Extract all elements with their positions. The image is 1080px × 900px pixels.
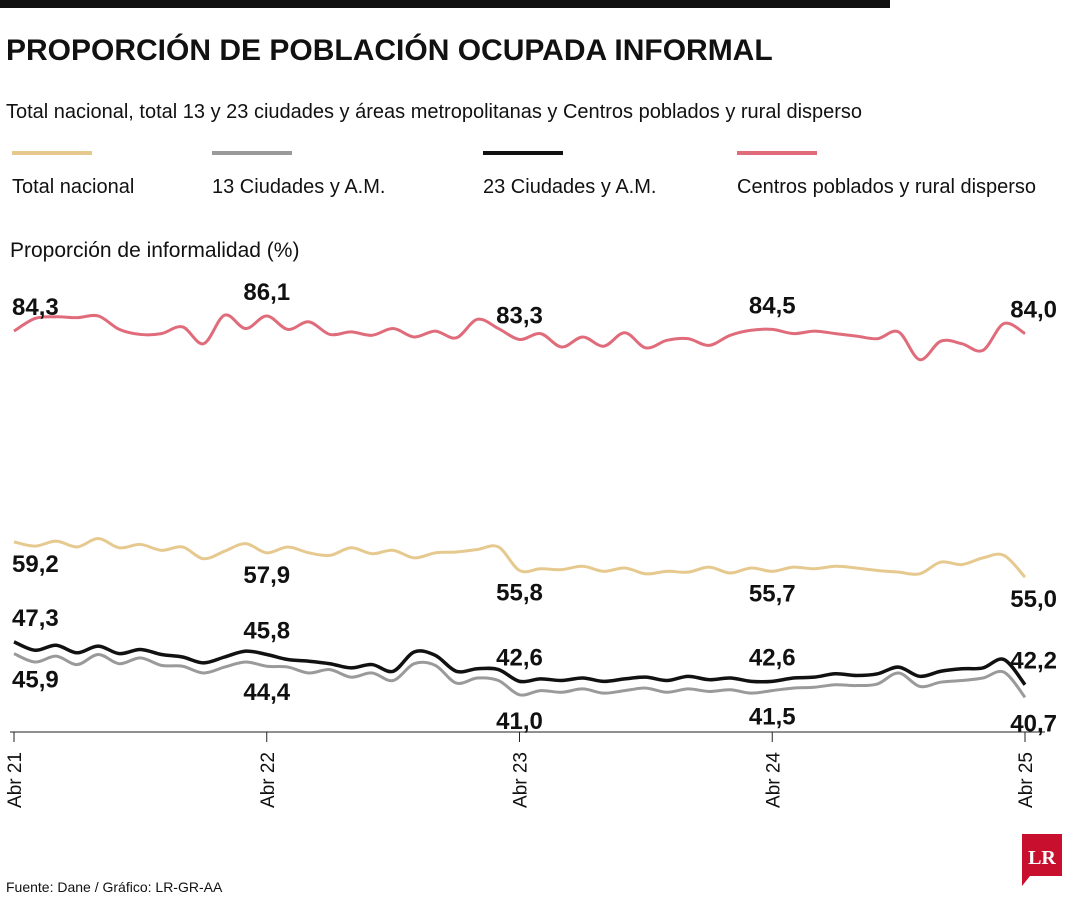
logo-text: LR <box>1028 847 1056 869</box>
y-axis-label: Proporción de informalidad (%) <box>10 239 299 262</box>
series-line <box>13 652 1027 699</box>
data-label: 84,5 <box>749 292 796 319</box>
chart-title: PROPORCIÓN DE POBLACIÓN OCUPADA INFORMAL <box>6 33 773 67</box>
data-label: 41,5 <box>749 704 796 731</box>
data-label: 84,0 <box>1010 297 1057 324</box>
series-line <box>13 537 1027 579</box>
legend-label: Centros poblados y rural disperso <box>737 176 1036 198</box>
x-tick-label: Abr 24 <box>763 752 784 808</box>
x-tick-label: Abr 21 <box>5 752 26 808</box>
data-label: 42,6 <box>749 644 796 671</box>
top-bar <box>0 0 890 8</box>
data-label: 55,0 <box>1010 586 1057 613</box>
data-label: 40,7 <box>1010 710 1057 737</box>
data-label: 41,0 <box>496 708 543 735</box>
logo-badge <box>1022 834 1062 886</box>
data-label: 42,6 <box>496 644 543 671</box>
logo: LR <box>1022 834 1062 886</box>
data-label: 84,3 <box>12 294 59 321</box>
data-label: 83,3 <box>496 302 543 329</box>
data-label: 55,8 <box>496 579 543 606</box>
data-label: 42,2 <box>1010 648 1057 675</box>
data-label: 45,9 <box>12 667 59 694</box>
legend-label: 23 Ciudades y A.M. <box>483 176 656 198</box>
series-line <box>13 313 1026 362</box>
data-label: 45,8 <box>243 617 290 644</box>
legend-label: 13 Ciudades y A.M. <box>212 176 385 198</box>
data-label: 59,2 <box>12 551 59 578</box>
legend-label: Total nacional <box>12 176 134 198</box>
series-line <box>13 640 1027 686</box>
x-tick-label: Abr 25 <box>1016 752 1037 808</box>
source: Fuente: Dane / Gráfico: LR-GR-AA <box>6 879 223 895</box>
data-label: 47,3 <box>12 605 59 632</box>
chart-subtitle: Total nacional, total 13 y 23 ciudades y… <box>6 101 862 123</box>
x-tick-label: Abr 23 <box>511 752 532 808</box>
data-label: 86,1 <box>243 279 290 306</box>
data-label: 57,9 <box>243 562 290 589</box>
x-tick-label: Abr 22 <box>258 752 279 808</box>
data-label: 55,7 <box>749 580 796 607</box>
data-label: 44,4 <box>243 679 290 706</box>
